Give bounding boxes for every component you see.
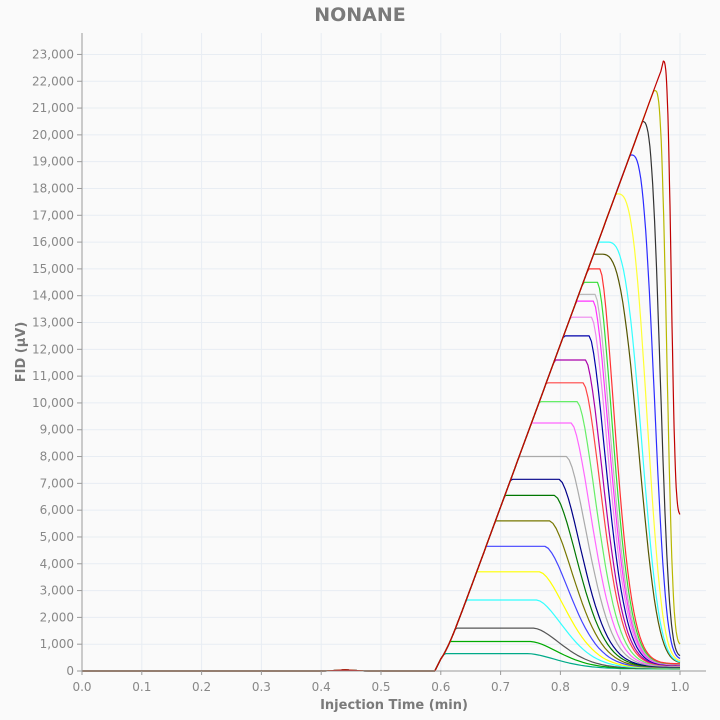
y-tick-label: 1,000 (40, 637, 74, 651)
y-tick-label: 7,000 (40, 476, 74, 490)
y-tick-label: 16,000 (32, 235, 74, 249)
x-axis-ticks: 0.0 0.1 0.2 0.3 0.4 0.5 0.6 0.7 0.8 0.9 1.0 (72, 671, 689, 694)
y-axis-label: FID (µV) (14, 322, 29, 383)
y-tick-label: 22,000 (32, 74, 74, 88)
y-tick-label: 0 (66, 664, 74, 678)
x-tick-label: 0.0 (72, 680, 91, 694)
y-tick-label: 19,000 (32, 155, 74, 169)
y-tick-label: 13,000 (32, 316, 74, 330)
y-tick-label: 23,000 (32, 47, 74, 61)
x-tick-label: 0.7 (491, 680, 510, 694)
x-tick-label: 0.1 (132, 680, 151, 694)
x-tick-label: 1.0 (670, 680, 689, 694)
y-tick-label: 17,000 (32, 208, 74, 222)
y-tick-label: 10,000 (32, 396, 74, 410)
x-tick-label: 0.8 (551, 680, 570, 694)
chart-title: NONANE (314, 4, 406, 26)
y-tick-label: 15,000 (32, 262, 74, 276)
y-tick-label: 20,000 (32, 128, 74, 142)
x-tick-label: 0.4 (312, 680, 331, 694)
y-axis-ticks: 0 1,000 2,000 3,000 4,000 5,000 6,000 7,000 8,00… (32, 47, 82, 678)
y-tick-label: 18,000 (32, 181, 74, 195)
x-axis-label: Injection Time (min) (320, 698, 468, 713)
y-tick-label: 6,000 (40, 503, 74, 517)
x-tick-label: 0.3 (252, 680, 271, 694)
y-tick-label: 11,000 (32, 369, 74, 383)
y-tick-label: 3,000 (40, 584, 74, 598)
y-tick-label: 9,000 (40, 423, 74, 437)
y-tick-label: 8,000 (40, 450, 74, 464)
x-tick-label: 0.9 (611, 680, 630, 694)
y-tick-label: 21,000 (32, 101, 74, 115)
y-tick-label: 4,000 (40, 557, 74, 571)
y-tick-label: 5,000 (40, 530, 74, 544)
y-tick-label: 12,000 (32, 342, 74, 356)
x-tick-label: 0.5 (371, 680, 390, 694)
y-tick-label: 14,000 (32, 289, 74, 303)
x-tick-label: 0.6 (431, 680, 450, 694)
x-tick-label: 0.2 (192, 680, 211, 694)
y-tick-label: 2,000 (40, 610, 74, 624)
